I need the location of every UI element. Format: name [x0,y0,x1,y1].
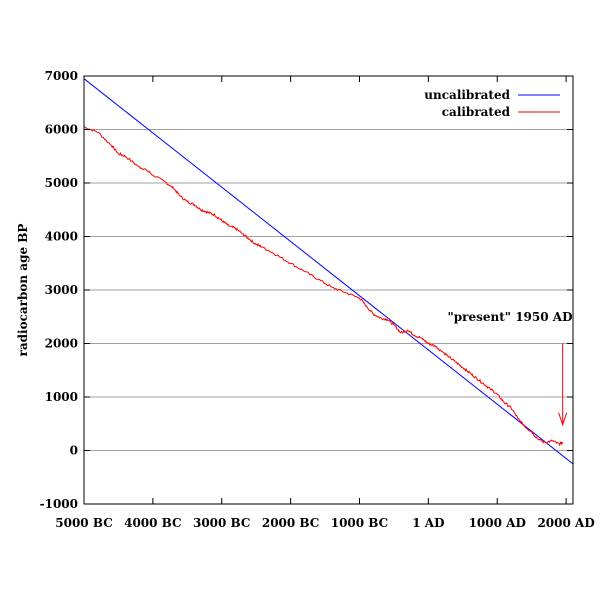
present-annotation: "present" 1950 AD [448,310,573,427]
y-tick-label: -1000 [40,497,78,511]
x-tick-label: 1000 AD [469,516,526,530]
legend-label-uncalibrated: uncalibrated [424,88,510,102]
x-tick-label: 2000 AD [537,516,594,530]
grid-lines [84,129,573,451]
x-tick-labels: 5000 BC 4000 BC 3000 BC 2000 BC 1000 BC 1 AD 1… [55,516,595,530]
annotation-arrow-head [558,412,568,427]
y-tick-label: 0 [70,444,78,458]
x-tick-label: 1000 BC [331,516,389,530]
y-tick-label: 7000 [45,69,78,83]
legend-label-calibrated: calibrated [442,105,511,119]
legend: uncalibrated calibrated [424,88,560,119]
y-tick-label: 1000 [45,390,78,404]
series-line-uncalibrated [83,78,574,465]
axis-ticks [83,75,573,505]
y-tick-labels: -1000 0 1000 2000 3000 4000 5000 6000 7000 [40,69,78,511]
y-tick-label: 2000 [45,337,78,351]
x-tick-label: 3000 BC [193,516,251,530]
series-lines [83,78,574,465]
y-axis-title: radiocarbon age BP [16,224,30,357]
y-tick-label: 4000 [45,230,78,244]
series-line-calibrated [83,126,564,447]
x-tick-label: 5000 BC [55,516,113,530]
y-tick-label: 6000 [45,123,78,137]
annotation-label: "present" 1950 AD [448,310,573,324]
x-tick-label: 2000 BC [262,516,320,530]
y-tick-label: 3000 [45,283,78,297]
y-tick-label: 5000 [45,176,78,190]
x-tick-label: 1 AD [412,516,444,530]
x-tick-label: 4000 BC [124,516,182,530]
